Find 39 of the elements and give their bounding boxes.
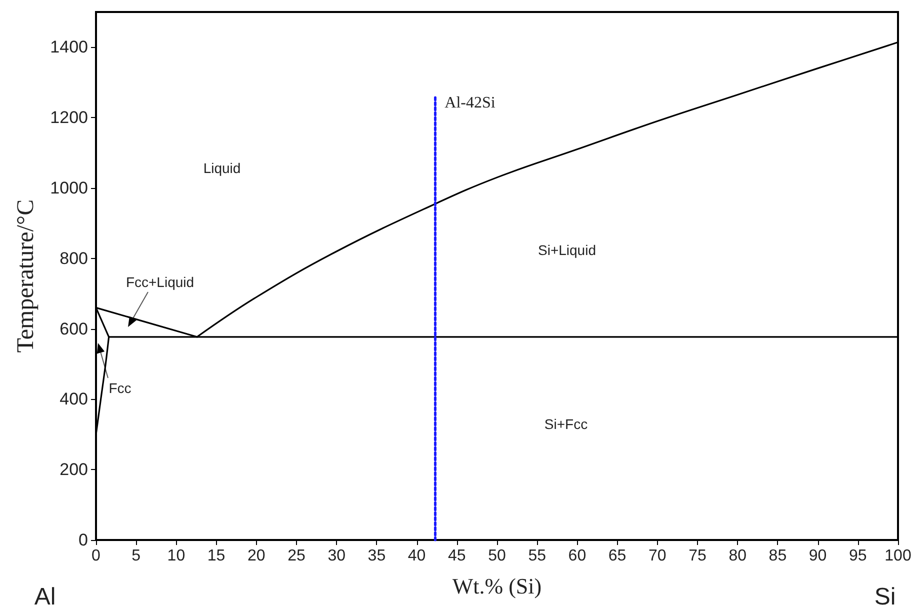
x-tick-label: 45	[448, 548, 466, 564]
x-tick-label: 60	[568, 548, 586, 564]
x-tick-label: 30	[328, 548, 346, 564]
x-tick-label: 80	[728, 548, 747, 564]
y-tick-label: 200	[60, 460, 88, 480]
x-tick-label: 90	[808, 548, 827, 564]
annotation: Al-42Si	[444, 94, 496, 112]
x-tick-label: 50	[488, 548, 506, 564]
y-tick-label: 0	[78, 530, 88, 550]
y-tick-label: 1000	[50, 178, 88, 198]
y-tick-label: 1200	[50, 108, 88, 128]
x-tick-label: 10	[167, 548, 186, 564]
annotation: Fcc+Liquid	[126, 274, 194, 290]
x-tick-label: 65	[608, 548, 626, 564]
annotation: Si+Liquid	[538, 242, 596, 258]
y-tick-label: 800	[60, 248, 88, 268]
x-tick-label: 25	[288, 548, 306, 564]
x-tick-label: 55	[528, 548, 546, 564]
x-tick-label: 40	[408, 548, 426, 564]
y-axis-title: Temperature/°C	[13, 199, 39, 353]
x-tick-label: 70	[648, 548, 666, 564]
text: Si	[874, 584, 896, 610]
text: Al	[34, 584, 56, 610]
annotation: Liquid	[203, 160, 241, 176]
annotation: Si+Fcc	[544, 416, 588, 432]
x-tick-label: 75	[688, 548, 706, 564]
x-axis-title: Wt.% (Si)	[452, 574, 542, 598]
x-tick-label: 35	[368, 548, 386, 564]
x-tick-label: 15	[207, 548, 226, 564]
y-tick-label: 1400	[50, 38, 88, 57]
annotation: Fcc	[108, 380, 132, 396]
y-tick-label: 400	[60, 390, 88, 409]
x-tick-label: 20	[248, 548, 266, 564]
x-tick-label: 85	[768, 548, 787, 564]
x-tick-label: 0	[92, 548, 101, 564]
x-tick-label: 5	[132, 548, 141, 564]
x-tick-label: 95	[849, 548, 867, 564]
x-tick-label: 100	[884, 548, 912, 564]
y-tick-label: 600	[60, 319, 88, 338]
